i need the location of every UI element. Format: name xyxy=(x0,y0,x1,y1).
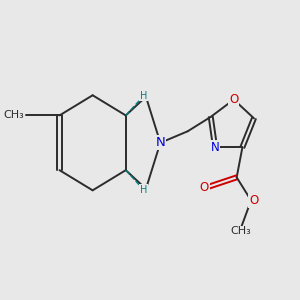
Text: O: O xyxy=(200,181,209,194)
Text: N: N xyxy=(211,141,219,154)
Text: H: H xyxy=(140,185,147,195)
Text: N: N xyxy=(155,136,165,149)
Text: O: O xyxy=(249,194,259,207)
Text: CH₃: CH₃ xyxy=(231,226,251,236)
Text: H: H xyxy=(140,91,147,101)
Text: CH₃: CH₃ xyxy=(3,110,24,120)
Text: O: O xyxy=(229,93,239,106)
